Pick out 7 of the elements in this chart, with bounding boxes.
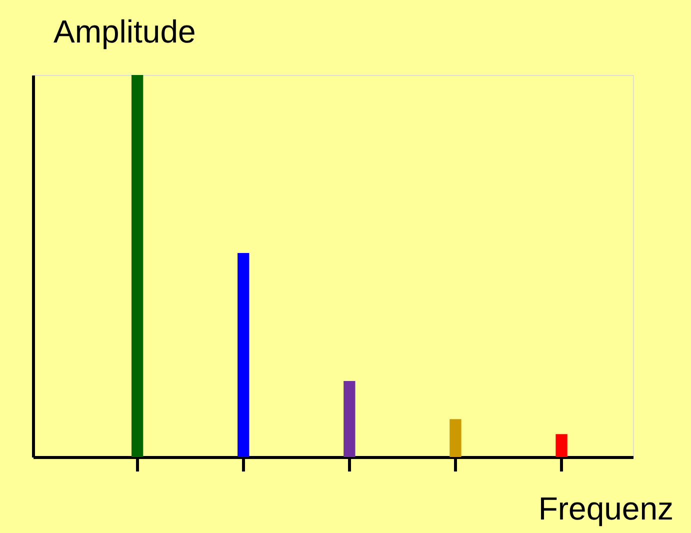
y-axis-title: Amplitude [54, 14, 196, 50]
x-axis-title: Frequenz [538, 490, 674, 526]
bar [450, 419, 462, 457]
bar [344, 380, 356, 457]
bar [131, 75, 144, 457]
bar [238, 253, 250, 457]
bar [556, 434, 568, 457]
